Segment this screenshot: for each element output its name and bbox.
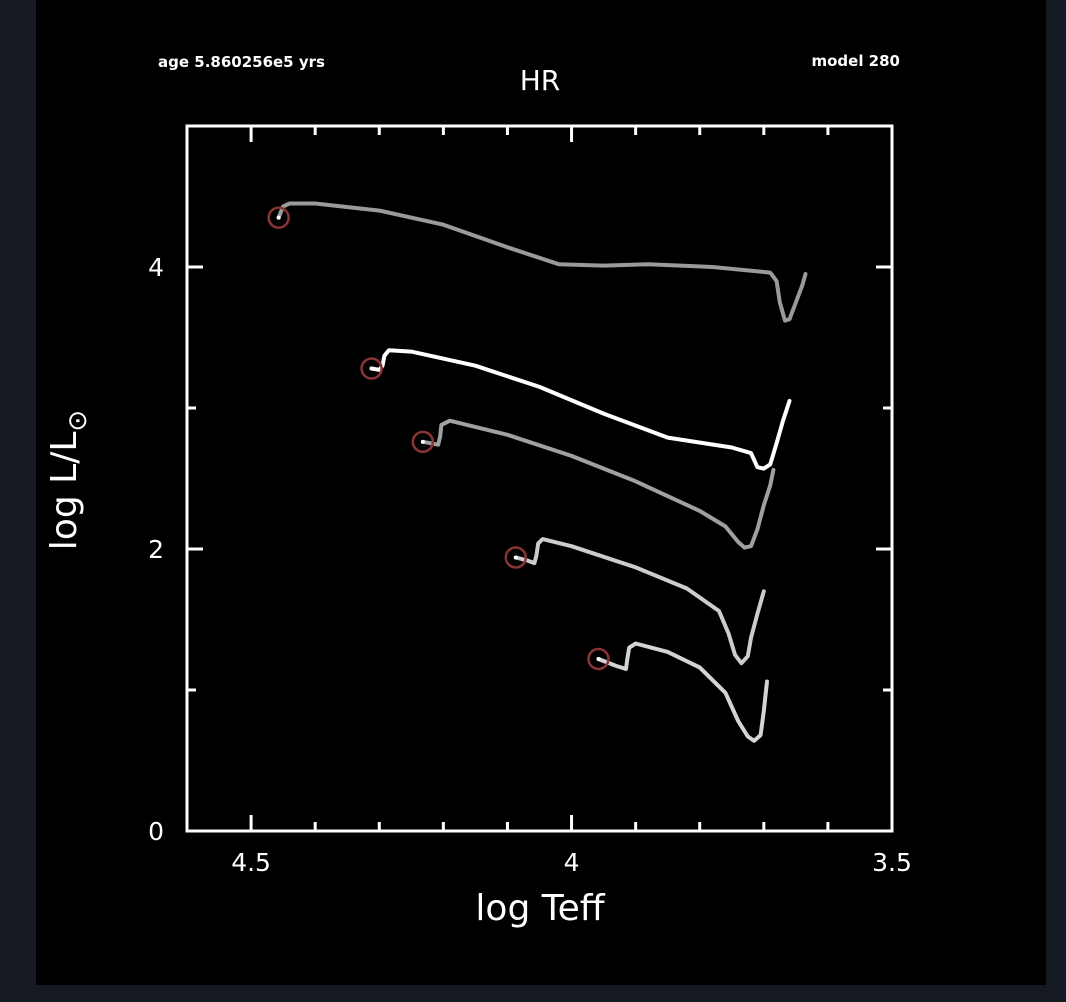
y-axis-label: log L/L⊙ — [44, 410, 93, 550]
x-tick-label: 4.5 — [231, 848, 271, 877]
y-axis-label-main: log L/L — [44, 432, 85, 551]
y-axis-label-sub: ⊙ — [63, 410, 93, 432]
start-marker-4 — [504, 546, 528, 569]
plot-window — [36, 0, 1046, 985]
y-tick-label: 0 — [148, 817, 164, 846]
x-axis-label: log Teff — [475, 888, 605, 929]
plot-frame — [185, 124, 894, 833]
start-marker-5 — [587, 647, 610, 671]
y-axis-label-group: log L/L⊙ — [44, 410, 93, 550]
start-dot-5 — [596, 656, 601, 661]
y-tick-label: 4 — [148, 253, 164, 282]
y-axis-ticks: 0 2 4 — [148, 253, 892, 846]
track-series-4 — [513, 537, 766, 666]
start-dot-3 — [420, 439, 425, 444]
evolution-tracks — [276, 201, 808, 743]
start-marker-2 — [360, 357, 383, 380]
x-tick-label: 3.5 — [872, 848, 912, 877]
track-series-5 — [596, 641, 769, 743]
track-series-2 — [369, 348, 792, 471]
start-marker-1 — [267, 206, 290, 229]
start-markers — [267, 206, 610, 671]
x-tick-label: 4 — [564, 848, 580, 877]
y-tick-label: 2 — [148, 535, 164, 564]
age-label: age 5.860256e5 yrs — [158, 53, 325, 71]
chart-title: HR — [520, 64, 561, 97]
x-axis-ticks: 4.5 4 3.5 — [231, 126, 912, 877]
track-series-1 — [276, 201, 808, 323]
model-label: model 280 — [811, 52, 900, 70]
start-marker-3 — [411, 430, 435, 454]
start-dot-4 — [513, 555, 518, 560]
start-dot-2 — [369, 366, 374, 371]
track-series-3 — [420, 418, 776, 550]
start-dot-1 — [276, 215, 281, 220]
